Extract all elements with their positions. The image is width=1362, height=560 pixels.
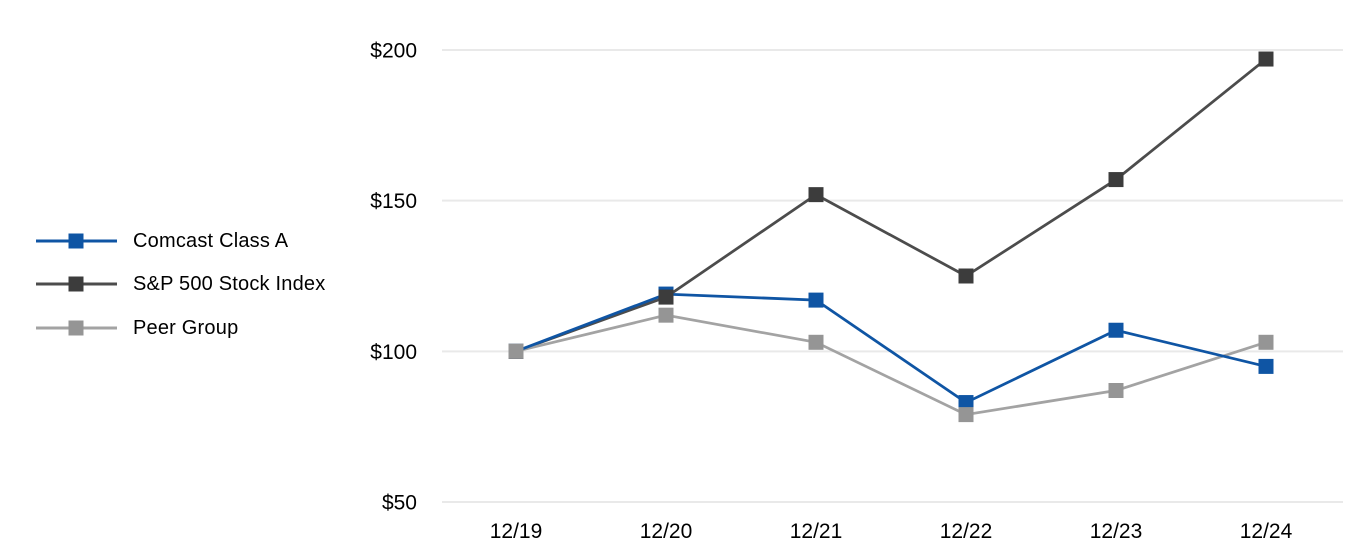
data-point-marker	[958, 395, 974, 411]
series-markers-0	[508, 286, 1274, 411]
series-lines	[515, 57, 1267, 417]
data-point-marker	[1108, 172, 1124, 188]
x-tick-label: 12/24	[1240, 520, 1293, 543]
data-point-marker	[508, 343, 524, 359]
x-tick-label: 12/22	[940, 520, 993, 543]
y-tick-label: $100	[370, 341, 417, 364]
legend-item-peer-group: Peer Group	[36, 316, 238, 340]
legend-item-comcast-class-a: Comcast Class A	[36, 229, 288, 253]
y-axis-tick-labels: $200 $150 $100 $50	[370, 40, 417, 515]
data-point-marker	[1258, 51, 1274, 67]
x-tick-label: 12/19	[490, 520, 543, 543]
data-point-marker	[808, 292, 824, 308]
x-axis-tick-labels: 12/19 12/20 12/21 12/22 12/23 12/24	[490, 520, 1293, 543]
legend-label: Comcast Class A	[133, 229, 289, 252]
data-point-marker	[808, 187, 824, 203]
series-markers	[508, 51, 1274, 423]
data-point-marker	[1258, 334, 1274, 350]
y-tick-label: $200	[370, 40, 417, 63]
data-point-marker	[958, 268, 974, 284]
data-point-marker	[1258, 358, 1274, 374]
legend-label: S&P 500 Stock Index	[133, 272, 326, 295]
y-tick-label: $50	[382, 492, 417, 515]
legend-swatch-line-marker	[36, 276, 117, 292]
y-tick-label: $150	[370, 190, 417, 213]
data-point-marker	[1108, 383, 1124, 399]
data-point-marker	[658, 289, 674, 305]
data-point-marker	[808, 334, 824, 350]
legend-item-sp500: S&P 500 Stock Index	[36, 272, 325, 296]
legend-label: Peer Group	[133, 316, 239, 339]
gridlines	[442, 49, 1343, 503]
series-markers-2	[508, 307, 1274, 423]
data-point-marker	[658, 307, 674, 323]
x-tick-label: 12/23	[1090, 520, 1143, 543]
x-tick-label: 12/20	[640, 520, 693, 543]
data-point-marker	[1108, 322, 1124, 338]
legend-swatch-line-marker	[36, 320, 117, 336]
series-line-2	[515, 313, 1267, 417]
data-point-marker	[958, 407, 974, 423]
series-line-0	[515, 292, 1267, 405]
x-tick-label: 12/21	[790, 520, 843, 543]
legend-swatch-line-marker	[36, 233, 117, 249]
series-line-1	[515, 57, 1267, 353]
